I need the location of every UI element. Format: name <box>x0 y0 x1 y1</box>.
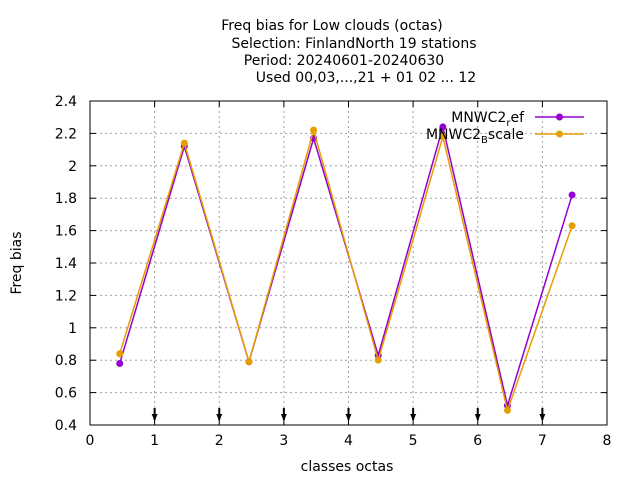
marker-arrow <box>474 414 481 421</box>
y-axis-label: Freq bias <box>9 231 25 294</box>
y-tick-label: 0.8 <box>55 353 77 369</box>
x-tick-label: 3 <box>279 433 288 449</box>
tick-labels: 0 1 2 3 4 5 6 7 8 0.4 0.6 0.8 1 1.2 1.4 1.6 1.8 2 2.2 2.4 <box>55 94 612 449</box>
x-tick-label: 1 <box>150 433 159 449</box>
x-tick-label: 5 <box>409 433 418 449</box>
chart-title: Freq bias for Low clouds (octas) Selecti… <box>221 18 476 86</box>
marker-arrow <box>216 414 223 421</box>
data-point-series-2 <box>180 139 188 147</box>
x-tick-label: 4 <box>344 433 353 449</box>
x-tick-label: 8 <box>603 433 612 449</box>
data-point-series-2 <box>503 406 511 414</box>
legend-marker-2 <box>556 130 563 138</box>
x-tick-label: 7 <box>538 433 547 449</box>
y-tick-label: 2.4 <box>55 94 77 110</box>
x-tick-label: 6 <box>473 433 482 449</box>
marker-arrow <box>410 414 417 421</box>
series-line-2 <box>119 127 573 414</box>
y-tick-label: 2.2 <box>55 126 77 142</box>
data-point-series-1 <box>568 191 576 199</box>
x-tick-label: 2 <box>215 433 224 449</box>
data-point-series-2 <box>245 358 253 366</box>
axes <box>89 100 608 426</box>
x-tick-label: 0 <box>86 433 95 449</box>
data-point-series-1 <box>116 359 124 367</box>
y-tick-label: 1.4 <box>55 256 77 272</box>
series-line-1 <box>119 126 573 409</box>
data-point-series-2 <box>568 222 576 230</box>
y-tick-label: 1.6 <box>55 224 77 240</box>
title-line-4: Used 00,03,...,21 + 01 02 ... 12 <box>256 70 476 86</box>
legend-label-2: MNWC2Bscale <box>426 127 524 146</box>
marker-arrow <box>280 414 287 421</box>
y-tick-label: 1 <box>68 321 77 337</box>
title-line-1: Freq bias for Low clouds (octas) <box>221 18 442 34</box>
legend-marker-1 <box>556 113 563 121</box>
y-tick-label: 2 <box>68 159 77 175</box>
plot-frame <box>89 100 608 426</box>
y-tick-label: 0.6 <box>55 386 77 402</box>
data-point-series-1 <box>439 123 447 131</box>
y-tick-label: 1.8 <box>55 191 77 207</box>
marker-arrow <box>151 414 158 421</box>
marker-arrow <box>539 414 546 421</box>
data-point-series-2 <box>310 126 318 134</box>
data-point-series-2 <box>374 356 382 364</box>
legend-label-1: MNWC2ref <box>451 110 525 129</box>
y-tick-label: 0.4 <box>55 418 77 434</box>
data-point-series-2 <box>439 133 447 141</box>
y-tick-label: 1.2 <box>55 288 77 304</box>
grid <box>90 101 607 425</box>
bottom-markers <box>151 408 546 421</box>
data-point-series-2 <box>116 350 124 358</box>
marker-arrow <box>345 414 352 421</box>
title-line-3: Period: 20240601-20240630 <box>244 53 444 69</box>
x-axis-label: classes octas <box>301 459 394 475</box>
title-line-2: Selection: FinlandNorth 19 stations <box>231 36 476 52</box>
series-layer <box>116 123 576 414</box>
